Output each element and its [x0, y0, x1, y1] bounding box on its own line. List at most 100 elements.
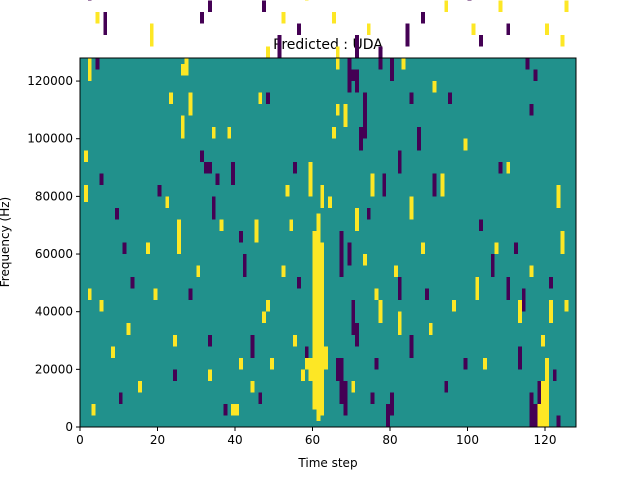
y-tick-label: 120000: [27, 74, 73, 88]
heatmap-cell-high: [196, 265, 201, 278]
heatmap-cell-low: [347, 58, 352, 93]
heatmap-cell-high: [320, 184, 325, 208]
heatmap-cell-high: [370, 173, 375, 197]
x-tick-label: 80: [382, 433, 397, 447]
heatmap-cell-high: [266, 46, 270, 58]
x-tick-label: 60: [305, 433, 320, 447]
x-tick-label: 100: [456, 433, 479, 447]
heatmap-cell-low: [130, 277, 135, 289]
heatmap-cell-low: [432, 173, 437, 197]
heatmap-cell-high: [324, 346, 329, 370]
heatmap-cell-high: [250, 380, 255, 393]
heatmap-cell-low: [390, 392, 394, 416]
heatmap-cell-high: [471, 23, 476, 35]
heatmap-cell-low: [250, 334, 255, 358]
heatmap-cell-high: [169, 92, 174, 105]
heatmap-cell-high: [173, 334, 177, 347]
heatmap-cell-high: [91, 403, 96, 416]
heatmap-cell-low: [297, 277, 301, 289]
heatmap-cell-high: [149, 23, 154, 47]
heatmap-cell-low: [335, 357, 340, 381]
heatmap-cell-high: [293, 334, 298, 347]
heatmap-cell-low: [517, 346, 522, 370]
heatmap-cell-high: [111, 346, 115, 358]
heatmap-cell-low: [529, 104, 534, 116]
heatmap-cell-low: [444, 380, 449, 393]
heatmap-cell-low: [339, 230, 344, 278]
heatmap-cell-low: [200, 150, 205, 162]
heatmap-cell-high: [444, 0, 449, 12]
heatmap-cell-high: [238, 357, 243, 370]
y-tick-label: 20000: [35, 362, 73, 376]
heatmap-cell-low: [258, 392, 263, 404]
heatmap-cell-high: [331, 127, 336, 139]
heatmap-cell-high: [463, 138, 468, 151]
x-tick-label: 120: [534, 433, 557, 447]
y-tick-label: 0: [65, 420, 73, 434]
heatmap-cell-high: [231, 403, 236, 416]
heatmap-cell-high: [537, 392, 542, 427]
heatmap-cell-high: [506, 161, 511, 174]
heatmap-cell-low: [417, 127, 422, 151]
heatmap-cell-high: [180, 115, 185, 139]
heatmap-cell-low: [238, 230, 243, 243]
heatmap-cell-low: [529, 392, 534, 427]
heatmap-cell-high: [362, 254, 367, 266]
heatmap-cell-low: [231, 161, 236, 185]
heatmap-cell-low: [374, 357, 379, 370]
heatmap-cell-high: [153, 288, 158, 301]
heatmap-cell-high: [308, 357, 313, 381]
heatmap-cell-high: [300, 369, 305, 381]
heatmap-cell-high: [335, 104, 340, 116]
heatmap-cell-low: [204, 161, 208, 174]
heatmap-cell-low: [533, 403, 538, 427]
heatmap-cell-high: [126, 323, 131, 335]
heatmap-cell-low: [157, 184, 162, 197]
heatmap-cell-low: [397, 277, 402, 301]
heatmap-cell-high: [211, 127, 216, 139]
heatmap-cell-low: [223, 403, 228, 416]
heatmap-cell-high: [165, 196, 170, 208]
heatmap-cell-low: [304, 346, 309, 358]
heatmap-cell-high: [483, 357, 487, 370]
heatmap-cell-low: [355, 323, 360, 347]
plot-area: [80, 58, 576, 427]
x-tick-label: 40: [227, 433, 242, 447]
heatmap-cell-high: [227, 127, 232, 139]
heatmap-cell-low: [533, 69, 538, 82]
heatmap-cell-low: [277, 34, 282, 58]
heatmap-cell-high: [351, 380, 356, 393]
heatmap-cell-high: [564, 300, 569, 312]
heatmap-cell-low: [370, 392, 375, 404]
heatmap-cell-high: [428, 323, 433, 335]
heatmap-cell-low: [521, 288, 526, 312]
heatmap-cell-high: [541, 334, 546, 347]
heatmap-cell-low: [409, 92, 414, 105]
heatmap-cell-low: [506, 277, 511, 301]
heatmap-cell-low: [207, 0, 212, 12]
heatmap-cell-high: [331, 11, 336, 24]
heatmap-cell-high: [83, 150, 88, 162]
heatmap-cell-low: [215, 173, 220, 185]
heatmap-cell-low: [498, 161, 503, 174]
heatmap-cell-low: [359, 127, 363, 151]
heatmap-cell-low: [537, 380, 542, 404]
heatmap-cell-high: [421, 242, 425, 255]
heatmap-cell-high: [556, 184, 561, 208]
heatmap-cell-low: [548, 277, 553, 289]
heatmap-cell-low: [479, 219, 484, 231]
heatmap-cell-high: [320, 242, 325, 416]
heatmap-cells: [83, 0, 569, 428]
heatmap-cell-high: [366, 23, 371, 35]
heatmap-cell-high: [145, 242, 150, 255]
heatmap-cell-low: [463, 357, 468, 370]
heatmap-cell-high: [176, 219, 181, 255]
heatmap-cell-low: [382, 173, 387, 197]
x-axis: 0 20 40 60 80 100 120: [76, 427, 556, 447]
heatmap-cell-low: [211, 196, 216, 220]
heatmap-cell-high: [374, 288, 379, 301]
heatmap-cell-high: [138, 380, 143, 393]
heatmap-cell-high: [281, 11, 286, 24]
heatmap-cell-low: [188, 288, 193, 301]
